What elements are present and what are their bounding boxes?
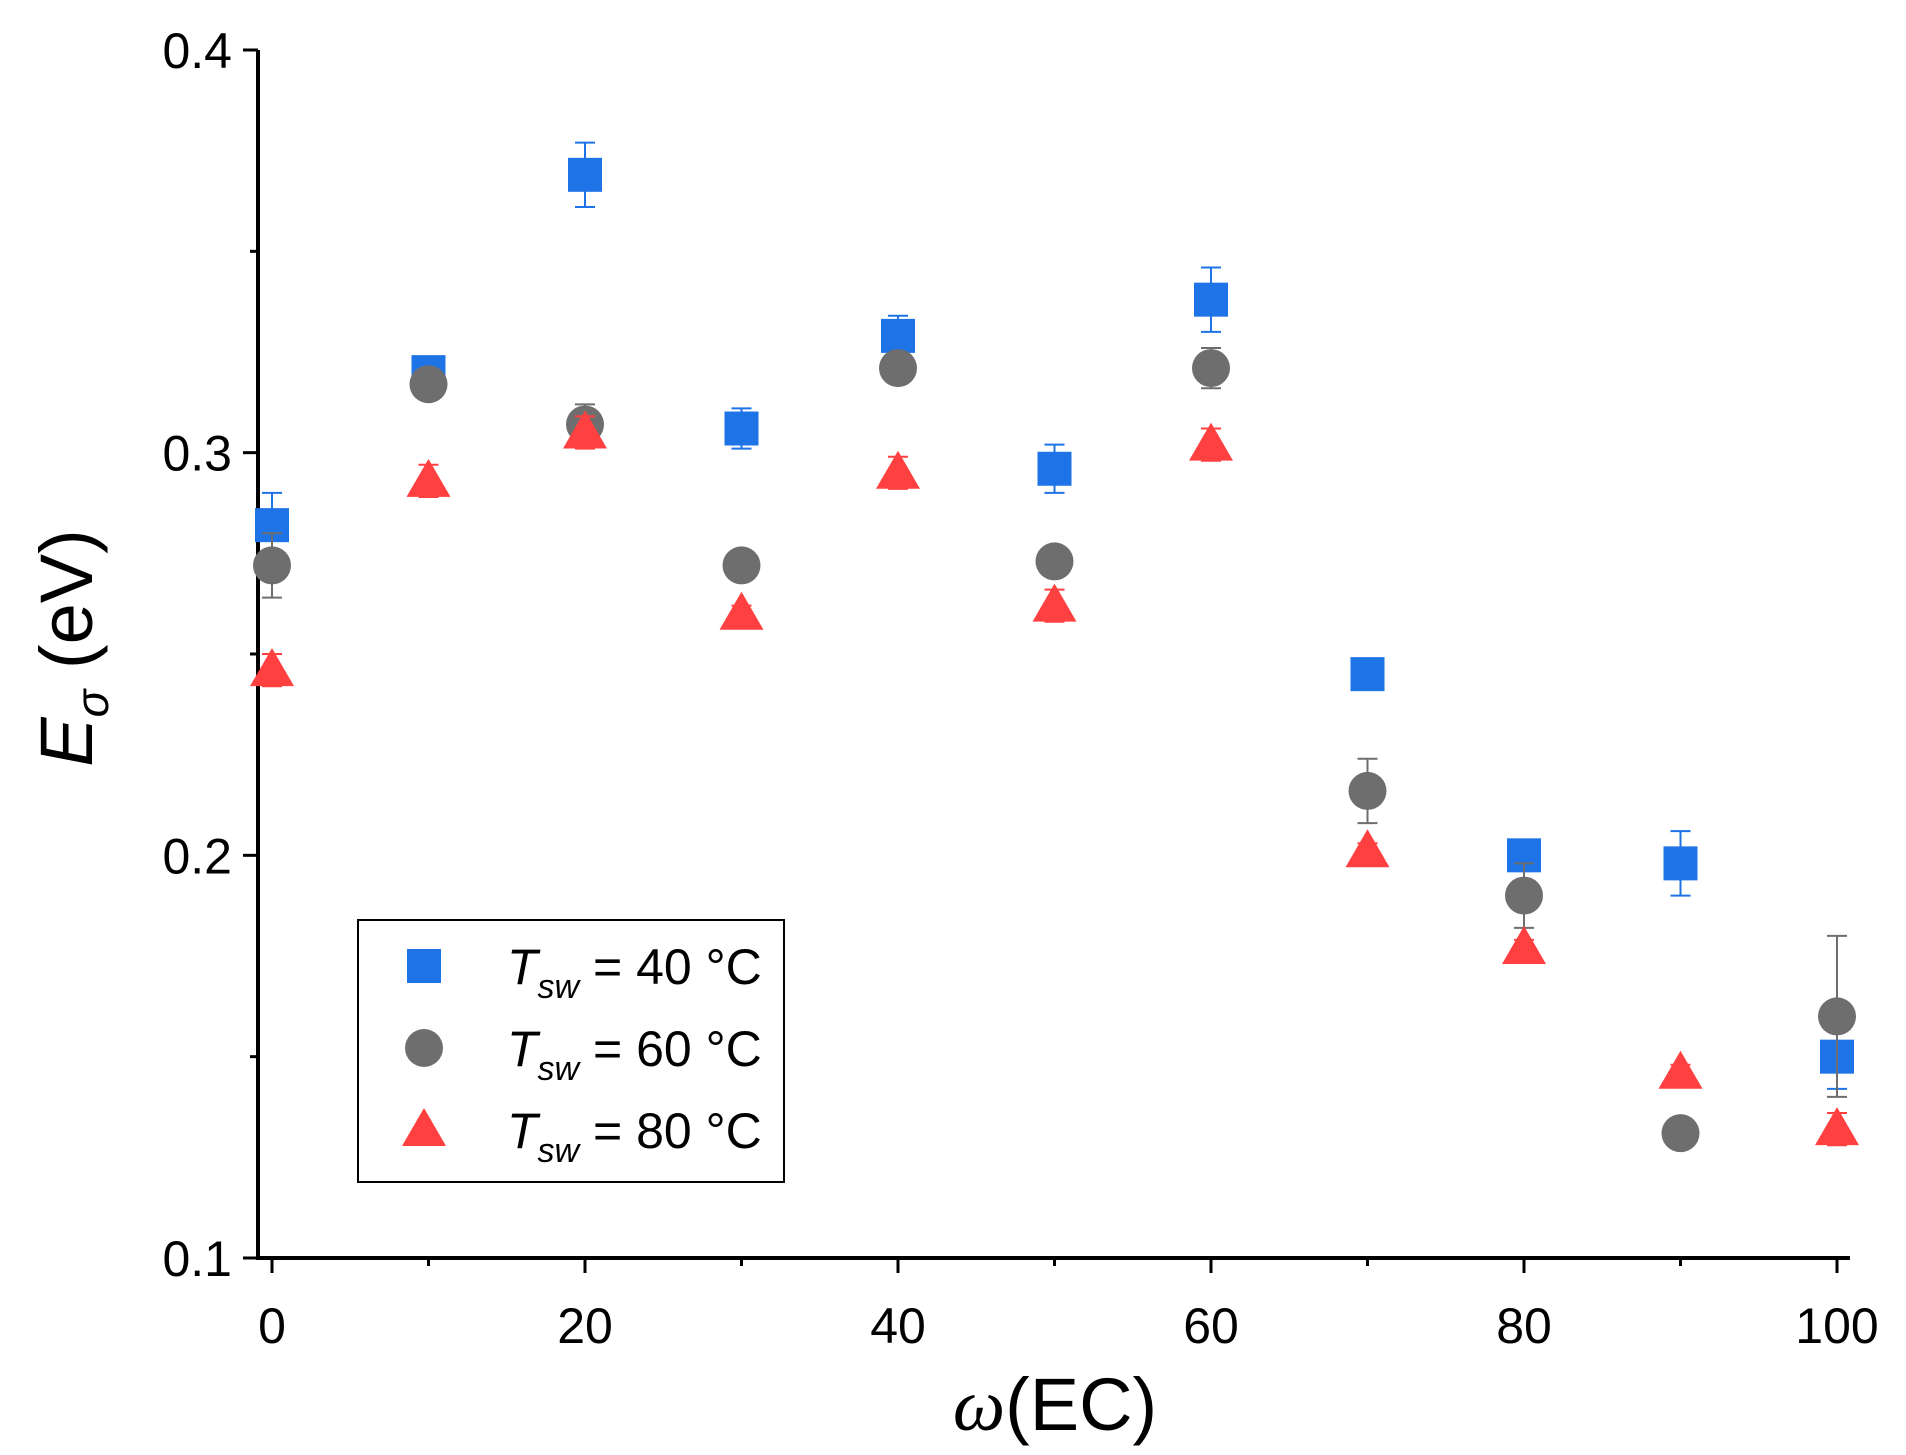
data-point-circle — [722, 546, 761, 585]
data-point-circle — [253, 546, 291, 585]
legend-entry-40: Tsw = 40 °C — [507, 939, 762, 1006]
x-tick-label: 100 — [1795, 1298, 1878, 1354]
x-axis-title-symbol: ω — [953, 1365, 1005, 1447]
x-axis-ticks: 0 20 40 60 80 100 — [258, 1258, 1879, 1354]
data-point-triangle — [1502, 925, 1546, 964]
y-tick-label: 0.2 — [162, 828, 232, 884]
data-point-square — [1350, 657, 1385, 692]
data-point-circle — [1192, 349, 1230, 388]
data-point-circle — [1035, 542, 1074, 581]
data-point-triangle — [1345, 829, 1390, 868]
legend-entry-60-subscript: sw — [538, 1050, 582, 1088]
legend-marker-circle — [405, 1029, 443, 1067]
series-circle — [253, 346, 1856, 1153]
legend-entry-80-rest: = 80 °C — [579, 1103, 762, 1159]
data-point-triangle — [1658, 1050, 1703, 1089]
legend-entry-40-subscript: sw — [538, 968, 582, 1006]
legend-entry-80: Tsw = 80 °C — [507, 1103, 762, 1170]
y-axis-title-subscript: σ — [66, 687, 118, 717]
y-tick-label: 0.3 — [162, 426, 232, 482]
x-tick-label: 80 — [1496, 1298, 1552, 1354]
x-tick-label: 60 — [1183, 1298, 1239, 1354]
data-point-circle — [1818, 997, 1856, 1036]
data-point-triangle — [1815, 1107, 1859, 1146]
data-point-square — [1037, 451, 1072, 486]
x-tick-label: 20 — [557, 1298, 613, 1354]
data-point-triangle — [876, 450, 920, 489]
data-point-circle — [409, 365, 448, 404]
legend-entry-60: Tsw = 60 °C — [507, 1021, 762, 1088]
legend-markers — [402, 949, 446, 1146]
data-point-square — [724, 411, 759, 446]
x-tick-label: 40 — [870, 1298, 926, 1354]
data-point-square — [881, 318, 915, 353]
data-marks — [250, 141, 1859, 1153]
data-point-triangle — [250, 648, 294, 687]
y-axis-ticks: 0.1 0.2 0.3 0.4 — [162, 23, 258, 1287]
data-point-triangle — [406, 458, 451, 497]
legend-marker-triangle — [402, 1108, 446, 1146]
legend-entry-60-symbol: T — [507, 1021, 541, 1077]
data-point-triangle — [719, 591, 764, 630]
data-point-circle — [1661, 1114, 1700, 1153]
data-point-triangle — [1032, 583, 1077, 622]
series-triangle — [250, 410, 1859, 1147]
y-axis-title-symbol: E — [25, 716, 108, 767]
y-tick-label: 0.1 — [162, 1231, 232, 1287]
data-point-circle — [879, 349, 917, 388]
data-point-triangle — [563, 410, 607, 449]
x-tick-label: 0 — [258, 1298, 286, 1354]
legend-entry-80-symbol: T — [507, 1103, 541, 1159]
x-axis-title-rest: (EC) — [1005, 1363, 1157, 1446]
legend: Tsw = 40 °C Tsw = 60 °C Tsw = 80 °C — [357, 919, 785, 1183]
data-point-square — [1194, 282, 1228, 317]
data-point-triangle — [1189, 422, 1233, 461]
data-point-square — [1663, 846, 1698, 881]
data-point-circle — [1348, 771, 1387, 810]
legend-entry-60-rest: = 60 °C — [579, 1021, 762, 1077]
y-axis-title: Eσ (eV) — [25, 529, 118, 766]
legend-entry-80-subscript: sw — [538, 1132, 582, 1170]
data-point-square — [568, 157, 602, 192]
legend-entry-40-rest: = 40 °C — [579, 939, 762, 995]
x-axis-title: ω(EC) — [953, 1363, 1157, 1447]
y-axis-title-rest: (eV) — [25, 529, 108, 689]
legend-marker-square — [407, 949, 441, 983]
data-point-circle — [1505, 876, 1543, 915]
legend-entry-40-symbol: T — [507, 939, 541, 995]
y-tick-label: 0.4 — [162, 23, 232, 79]
